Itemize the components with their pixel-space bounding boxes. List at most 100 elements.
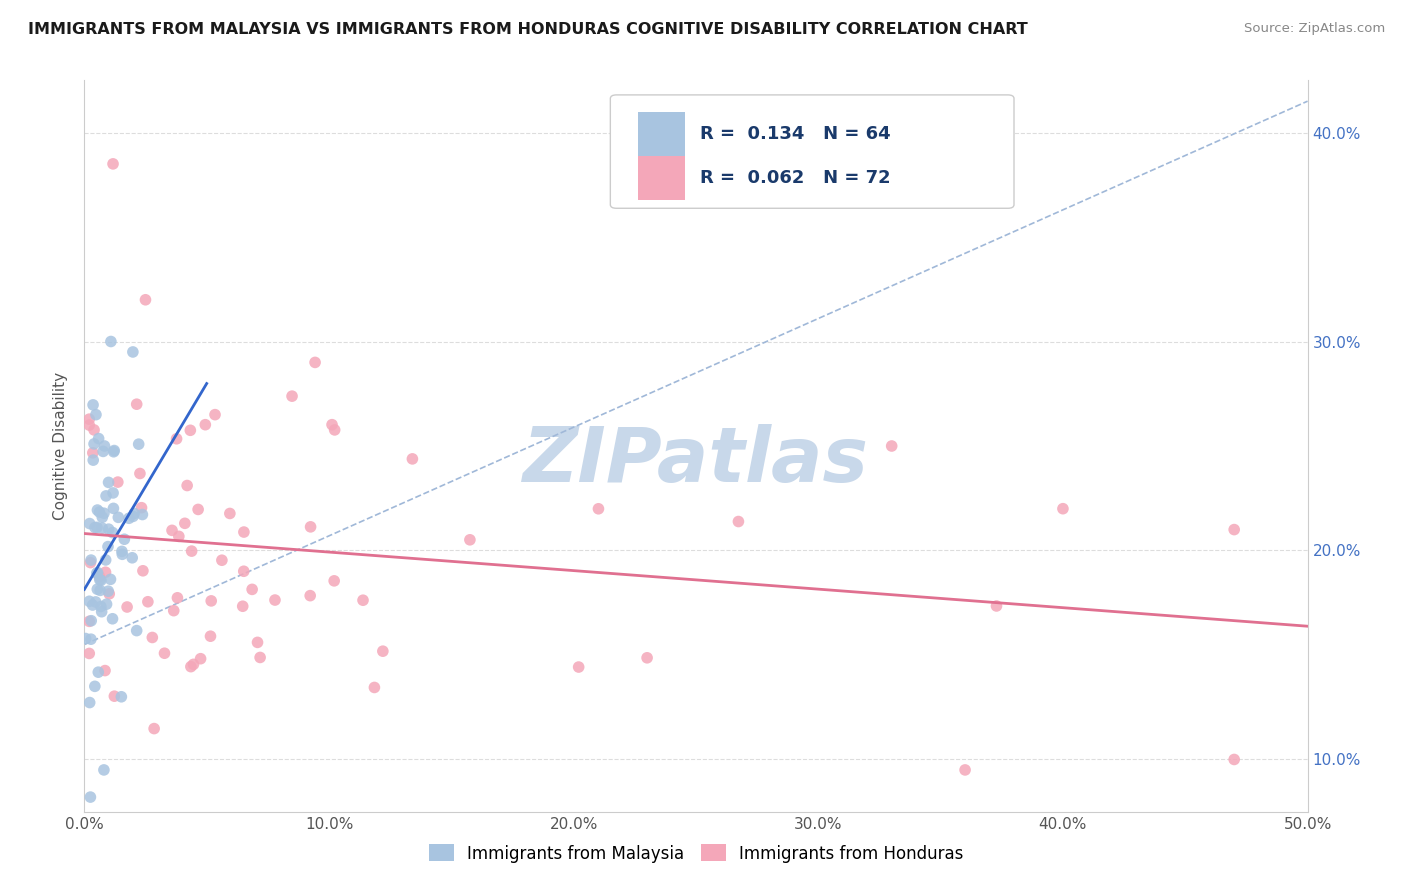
Point xyxy=(77,615,100,629)
Point xyxy=(880,439,903,453)
Point xyxy=(143,722,166,736)
Point xyxy=(727,515,749,529)
Point xyxy=(89,573,111,587)
Point xyxy=(103,501,125,516)
Point xyxy=(86,520,108,534)
Point xyxy=(166,591,188,605)
Point xyxy=(100,572,122,586)
Point xyxy=(1223,752,1246,766)
Point xyxy=(180,659,202,673)
Point xyxy=(323,423,346,437)
Point xyxy=(111,544,134,558)
Point xyxy=(281,389,304,403)
Point xyxy=(112,533,135,547)
Point xyxy=(166,432,188,446)
Point xyxy=(100,334,122,349)
Point xyxy=(94,553,117,567)
FancyBboxPatch shape xyxy=(610,95,1014,209)
Point xyxy=(125,624,148,638)
Point xyxy=(371,644,394,658)
Point xyxy=(136,595,159,609)
Point xyxy=(79,516,101,531)
Point xyxy=(98,587,121,601)
Point xyxy=(93,811,115,825)
Point xyxy=(84,595,107,609)
Point xyxy=(77,647,100,661)
Point xyxy=(82,453,104,467)
Point xyxy=(352,593,374,607)
Point xyxy=(83,437,105,451)
Point xyxy=(103,444,125,458)
Point xyxy=(131,500,153,515)
Point xyxy=(953,763,976,777)
Point xyxy=(321,417,343,432)
Point xyxy=(122,509,145,524)
Point xyxy=(246,635,269,649)
Point xyxy=(89,569,111,583)
Point xyxy=(129,467,152,481)
Point xyxy=(93,763,115,777)
Point xyxy=(110,690,132,704)
Point xyxy=(89,505,111,519)
Point xyxy=(401,451,423,466)
Point xyxy=(568,660,591,674)
Point xyxy=(94,664,117,678)
FancyBboxPatch shape xyxy=(638,112,685,155)
Point xyxy=(90,605,112,619)
Point xyxy=(87,665,110,680)
Point xyxy=(179,423,201,437)
Point xyxy=(97,522,120,536)
Point xyxy=(588,501,610,516)
Point xyxy=(131,508,153,522)
Point xyxy=(183,657,205,672)
Point xyxy=(118,511,141,525)
Point xyxy=(1052,501,1074,516)
Point xyxy=(232,599,254,614)
Point xyxy=(128,437,150,451)
Point xyxy=(458,533,481,547)
Point xyxy=(80,632,103,647)
Point xyxy=(163,604,186,618)
Point xyxy=(200,594,222,608)
Point xyxy=(167,529,190,543)
Point xyxy=(160,524,183,538)
Point xyxy=(211,553,233,567)
Legend: Immigrants from Malaysia, Immigrants from Honduras: Immigrants from Malaysia, Immigrants fro… xyxy=(422,838,970,869)
Point xyxy=(83,423,105,437)
Point xyxy=(101,525,124,540)
Point xyxy=(204,408,226,422)
Point xyxy=(77,418,100,433)
Point xyxy=(97,540,120,554)
Point xyxy=(176,478,198,492)
Point xyxy=(636,650,658,665)
Point xyxy=(107,510,129,524)
Point xyxy=(180,544,202,558)
Point xyxy=(122,507,145,521)
Point xyxy=(232,524,254,539)
Text: R =  0.062   N = 72: R = 0.062 N = 72 xyxy=(700,169,890,186)
Point xyxy=(80,553,103,567)
Point xyxy=(77,412,100,426)
Point xyxy=(122,345,145,359)
Point xyxy=(94,566,117,580)
Text: IMMIGRANTS FROM MALAYSIA VS IMMIGRANTS FROM HONDURAS COGNITIVE DISABILITY CORREL: IMMIGRANTS FROM MALAYSIA VS IMMIGRANTS F… xyxy=(28,22,1028,37)
Point xyxy=(299,520,322,534)
Point xyxy=(249,650,271,665)
Point xyxy=(323,574,346,588)
Point xyxy=(194,417,217,432)
Point xyxy=(86,503,108,517)
Point xyxy=(125,397,148,411)
Point xyxy=(299,589,322,603)
Point xyxy=(111,547,134,561)
Point xyxy=(304,355,326,369)
Point xyxy=(153,646,176,660)
Point xyxy=(107,475,129,489)
Point xyxy=(93,439,115,453)
Point xyxy=(79,790,101,805)
Point xyxy=(86,566,108,581)
Point xyxy=(84,408,107,422)
Text: R =  0.134   N = 64: R = 0.134 N = 64 xyxy=(700,125,890,143)
Point xyxy=(121,550,143,565)
Point xyxy=(84,520,107,534)
Point xyxy=(97,475,120,490)
